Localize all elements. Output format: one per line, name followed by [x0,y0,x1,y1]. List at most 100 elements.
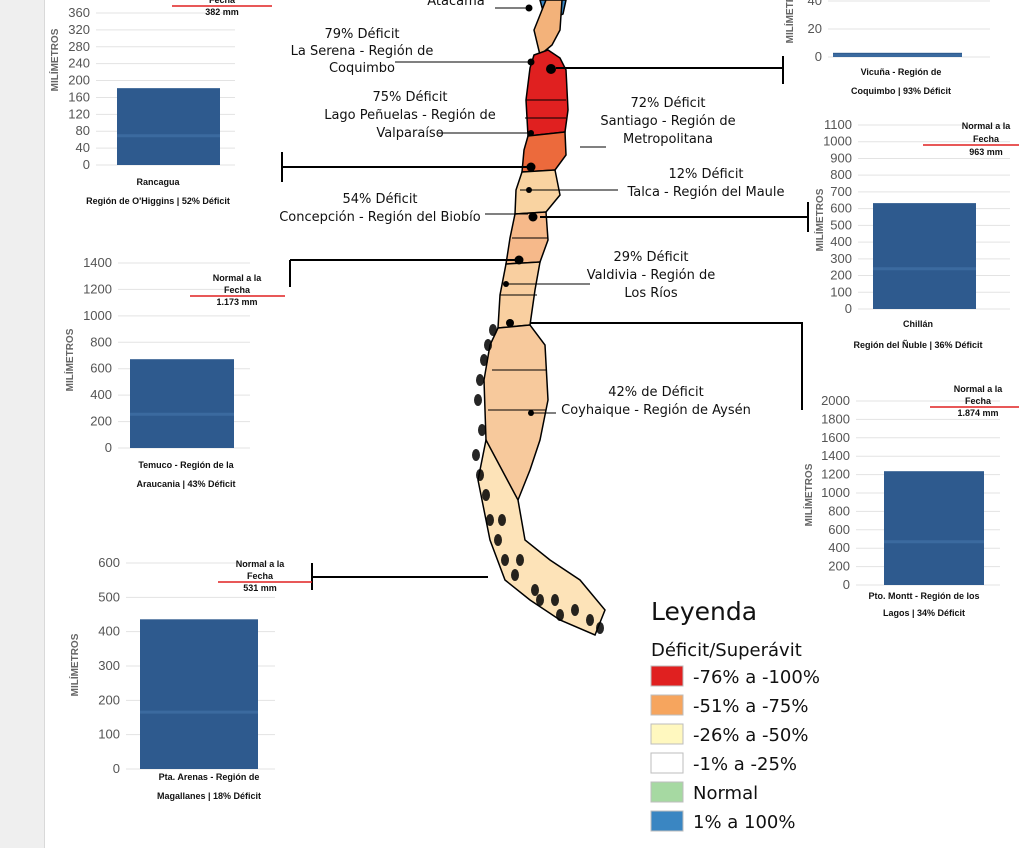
y-tick-label: 200 [90,414,112,429]
y-tick-label: 2000 [821,393,850,408]
legend-swatch [650,781,684,803]
marker-coyhaique [528,410,534,416]
y-tick-label: 280 [68,39,90,54]
normal-label: 1.173 mm [216,297,257,307]
chart-temuco: 0 200 400 600 800 1000 1200 1400 MILÍMETROS Norma… [63,255,285,489]
y-tick-label: 200 [68,73,90,88]
marker-chillan [528,212,538,222]
chart-caption: Lagos | 34% Déficit [883,608,965,618]
marker-vicuna [546,64,556,74]
annotation-lago-penuelas: 75% Déficit Lago Peñuelas - Región de Va… [324,90,496,141]
chart-pta-arenas: 0 100 200 300 400 500 600 MILÍMETROS Normal a la… [68,555,312,801]
y-tick-label: 20 [808,21,822,36]
bar [884,471,984,585]
normal-label: Fecha [247,571,274,581]
marker-rancagua [526,162,536,172]
bar [130,359,234,448]
annotation-line: 75% Déficit [372,90,447,105]
y-tick-label: 200 [828,559,850,574]
y-axis-label: MILÍMETROS [63,328,76,391]
map-region-red-band [525,49,569,137]
chart-caption: Pta. Arenas - Región de [159,772,260,782]
bar [140,619,258,769]
y-tick-label: 400 [830,234,852,249]
annotation-valdivia: 29% Déficit Valdivia - Región de Los Río… [587,250,715,301]
marker-talca [526,187,532,193]
normal-label: 963 mm [969,147,1003,157]
annotation-line: Lago Peñuelas - Región de [324,108,496,123]
y-tick-label: 600 [90,361,112,376]
marker-lago-penuelas [528,130,534,136]
y-tick-label: 320 [68,22,90,37]
normal-label: Normal a la [962,121,1012,131]
annotation-line: 72% Déficit [630,96,705,111]
chart-caption: Temuco - Región de la [138,460,234,470]
annotation-atacama: Atacama [427,0,484,9]
y-tick-label: 1400 [83,255,112,270]
y-tick-label: 300 [830,251,852,266]
bar [873,203,976,309]
annotation-line: Concepción - Región del Biobío [279,210,481,225]
y-tick-label: 120 [68,106,90,121]
y-tick-label: 0 [105,440,112,455]
y-tick-label: 100 [98,727,120,742]
y-tick-label: 1200 [821,467,850,482]
y-tick-label: 600 [828,522,850,537]
y-tick-label: 1100 [824,117,852,132]
annotation-line: Metropolitana [623,132,713,147]
legend: Leyenda Déficit/Superávit -76% a -100% -5… [650,597,820,833]
normal-label: Fecha [973,134,1000,144]
annotation-line: 79% Déficit [324,27,399,42]
annotation-line: 12% Déficit [668,167,743,182]
y-tick-label: 40 [808,0,822,8]
normal-label: Normal a la [236,559,286,569]
annotation-line: Atacama [427,0,484,9]
y-tick-label: 1000 [83,308,112,323]
annotation-line: Valdivia - Región de [587,268,715,283]
chart-caption: Magallanes | 18% Déficit [157,791,261,801]
annotation-line: La Serena - Región de [291,44,434,59]
y-tick-label: 360 [68,5,90,20]
y-tick-label: 1000 [821,485,850,500]
y-tick-label: 600 [98,555,120,570]
chart-vicuna: 0 20 40 MILÍMETROS Vicuña - Región de Coquimb… [783,0,990,96]
bar [117,88,220,165]
annotation-line: Santiago - Región de [600,114,735,129]
annotation-santiago: 72% Déficit Santiago - Región de Metropo… [600,96,735,147]
y-tick-label: 200 [830,268,852,283]
annotation-line: Talca - Región del Maule [626,185,784,200]
y-tick-label: 400 [828,540,850,555]
y-tick-label: 600 [830,201,852,216]
annotation-line: 42% de Déficit [608,385,703,400]
chart-caption: Araucania | 43% Déficit [136,479,235,489]
legend-title: Leyenda [651,597,757,626]
legend-swatch [650,723,684,745]
map-region-maule [514,169,561,215]
chart-caption: Pto. Montt - Región de los [869,591,980,601]
legend-swatch [650,752,684,774]
y-tick-label: 1000 [823,134,852,149]
y-tick-label: 1800 [821,411,850,426]
marker-la-serena [527,58,535,66]
y-tick-label: 1600 [821,430,850,445]
map-region-aysen [483,324,549,502]
annotation-coyhaique: 42% de Déficit Coyhaique - Región de Ays… [561,385,751,418]
map-region-magallanes [477,437,606,636]
y-axis-label: MILÍMETROS [48,28,61,91]
y-tick-label: 800 [828,503,850,518]
normal-label: 531 mm [243,583,277,593]
annotation-line: Coquimbo [329,61,395,76]
y-tick-label: 800 [830,167,852,182]
y-axis-label: MILÍMETROS [813,188,826,251]
marker-pto-montt [506,319,514,327]
legend-label: Normal [693,783,758,804]
annotation-line: 54% Déficit [342,192,417,207]
chart-caption: Región del Ñuble | 36% Déficit [853,340,982,350]
y-tick-label: 40 [76,140,90,155]
annotation-line: Valparaíso [376,126,443,141]
chart-caption: Rancagua [136,177,180,187]
y-tick-label: 700 [830,184,852,199]
marker-temuco [514,255,524,265]
